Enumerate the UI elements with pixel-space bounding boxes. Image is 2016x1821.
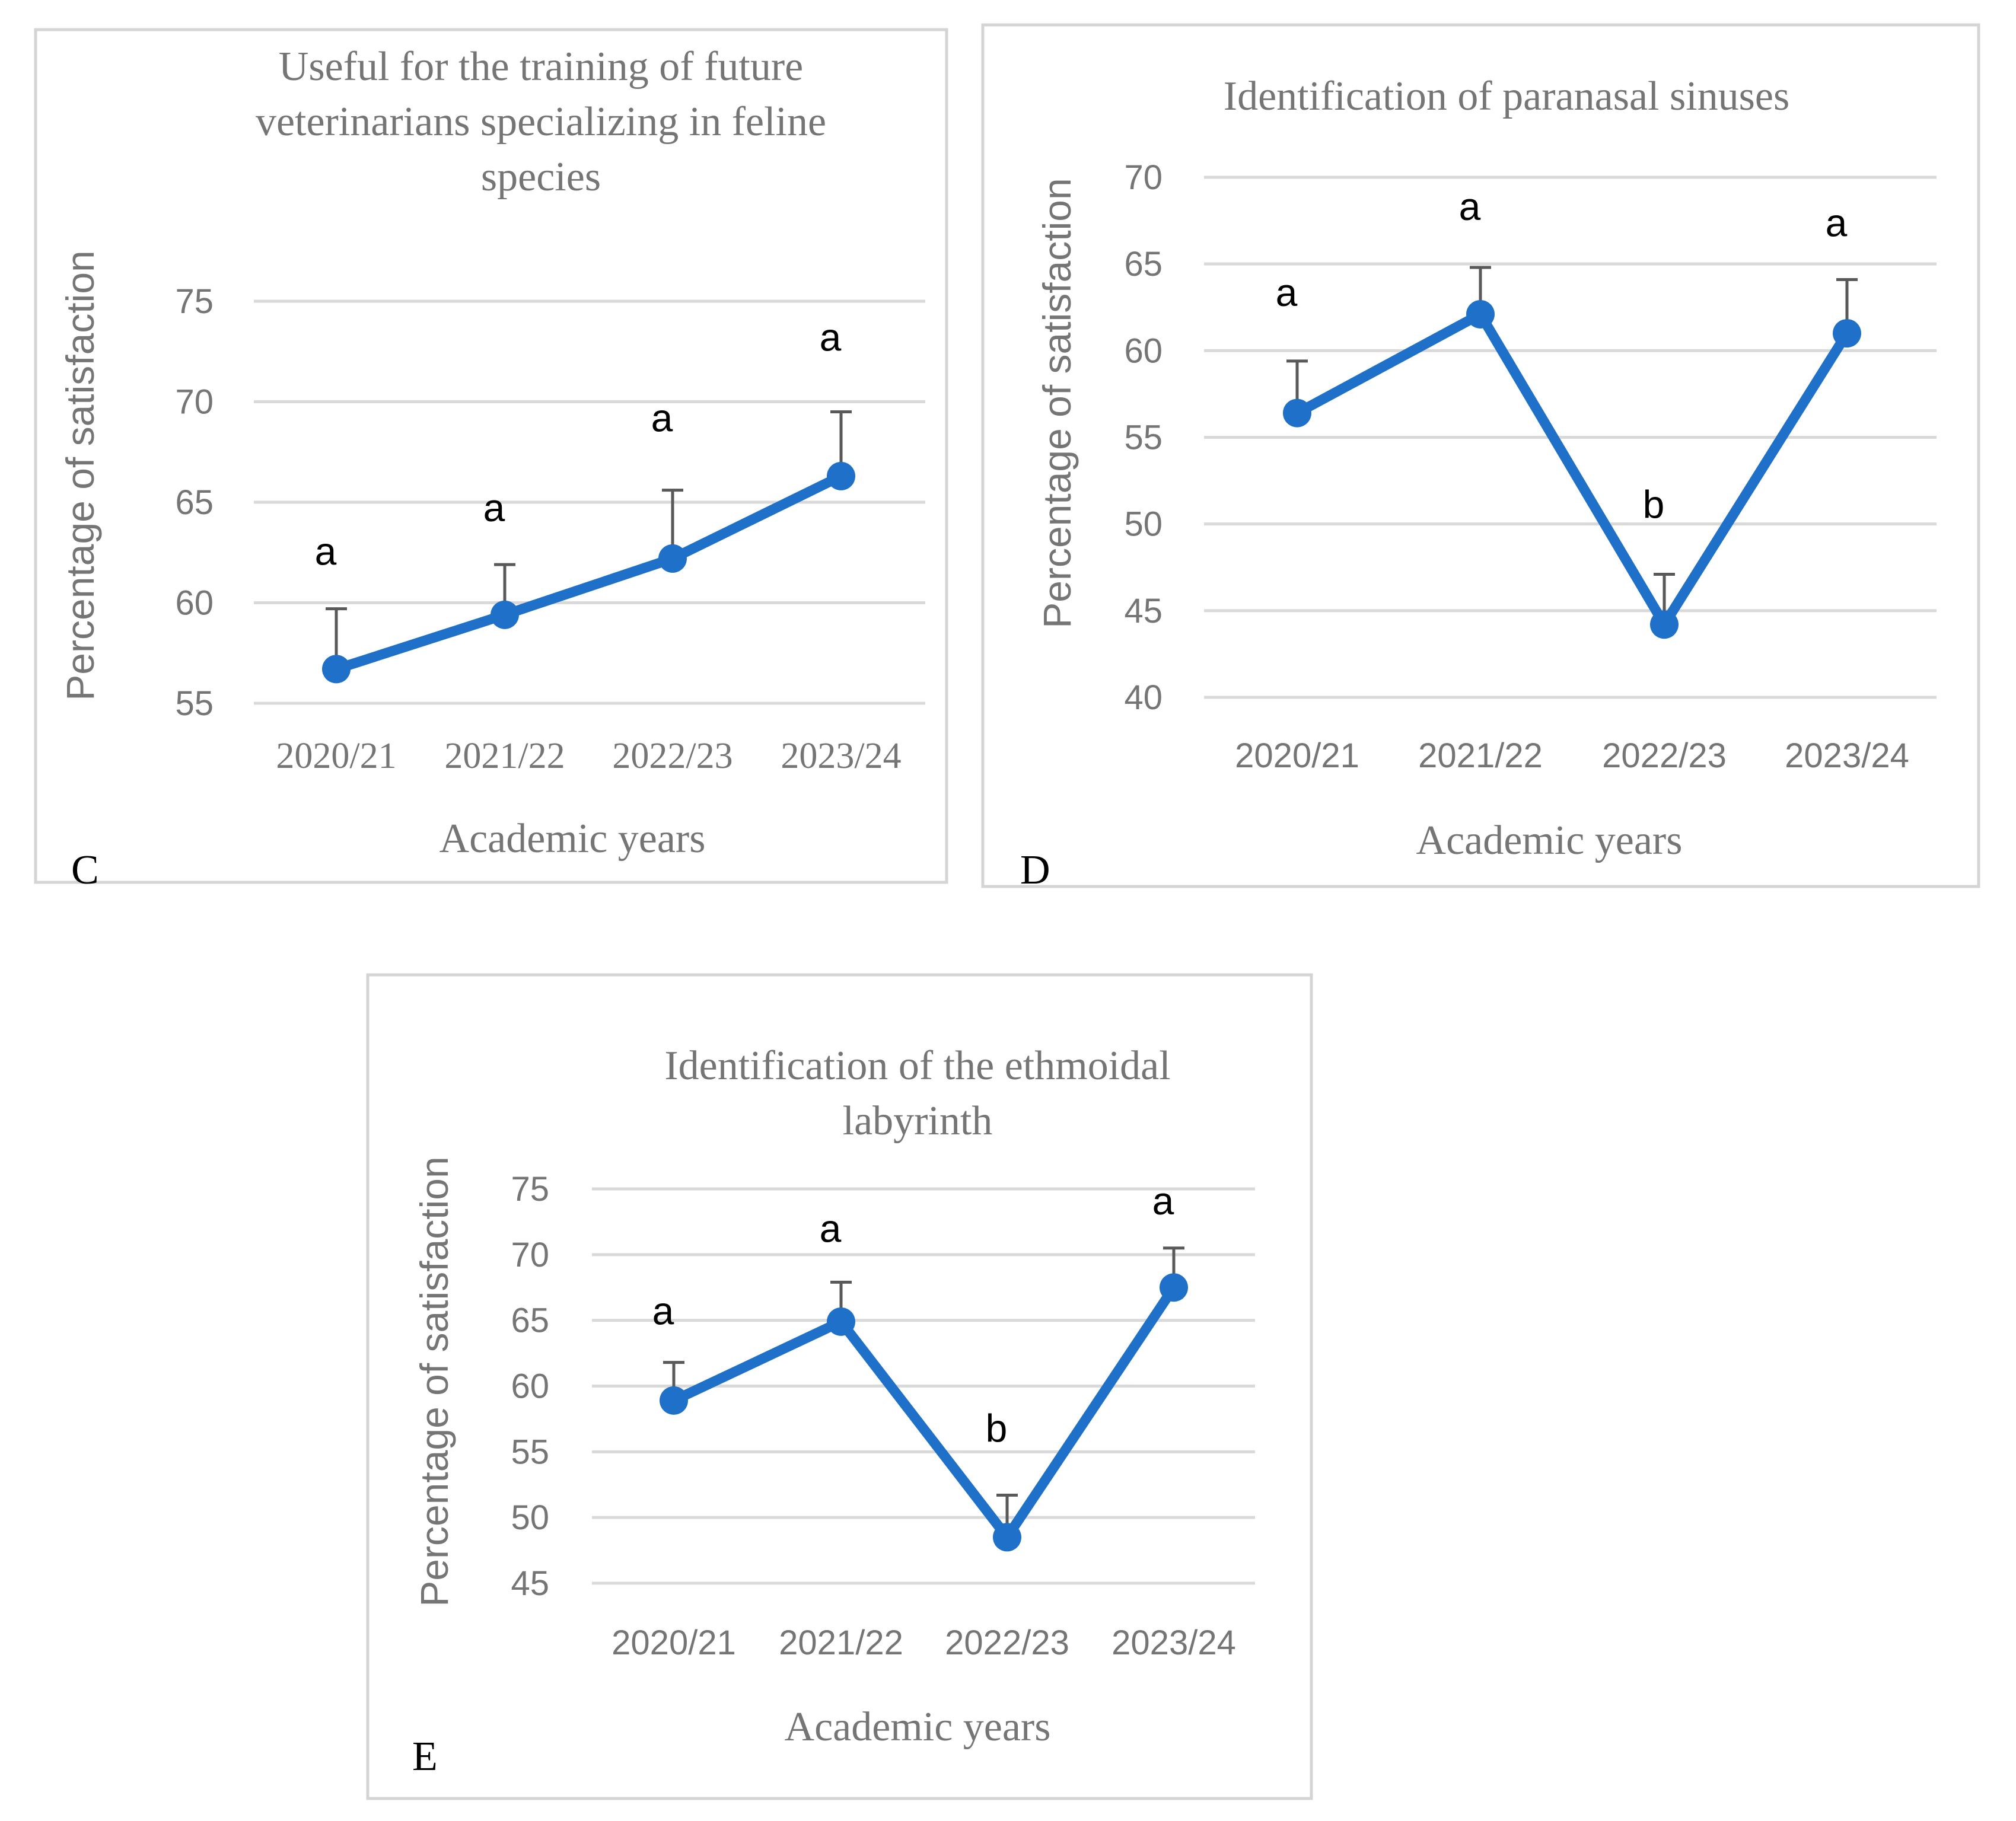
y-tick-label: 55: [175, 684, 214, 723]
data-point: [1283, 398, 1311, 428]
y-tick-label: 45: [511, 1564, 549, 1603]
series-line: [1292, 309, 1852, 630]
y-tick-label: 75: [511, 1170, 549, 1208]
x-tick-label: 2022/23: [1602, 736, 1727, 775]
panel-frame: [34, 28, 948, 884]
y-tick-label: 70: [175, 383, 214, 422]
significance-label: a: [483, 486, 505, 530]
significance-label: a: [820, 1206, 842, 1250]
significance-label: a: [820, 315, 842, 359]
data-point: [993, 1523, 1021, 1552]
significance-label: a: [315, 530, 337, 573]
y-tick-label: 60: [511, 1367, 549, 1406]
data-point: [660, 1386, 688, 1415]
significance-label: a: [1276, 270, 1298, 314]
significance-label: a: [652, 1289, 674, 1333]
y-tick-label: 65: [511, 1302, 549, 1340]
x-tick-label: 2022/23: [612, 736, 732, 776]
significance-label: a: [1826, 200, 1848, 244]
data-point: [827, 461, 855, 490]
y-axis-title: Percentage of satisfaction: [1035, 178, 1079, 628]
y-tick-label: 55: [1124, 419, 1163, 457]
x-axis-title: Academic years: [439, 816, 706, 862]
y-axis-title: Percentage of satisfaction: [58, 250, 102, 700]
y-tick-label: 60: [1124, 331, 1163, 370]
x-tick-label: 2021/22: [444, 736, 565, 776]
y-axis-title: Percentage of satisfaction: [412, 1156, 456, 1606]
x-tick-label: 2021/22: [1418, 736, 1543, 775]
y-tick-label: 70: [1124, 158, 1163, 197]
series-line: [668, 1282, 1179, 1542]
significance-label: a: [1152, 1179, 1174, 1223]
y-tick-label: 55: [511, 1433, 549, 1471]
x-tick-label: 2021/22: [779, 1624, 903, 1662]
y-tick-label: 45: [1124, 592, 1163, 630]
chart-panel-C: 55 60 65 70 75 Useful for the training of fut…: [34, 28, 948, 893]
data-point: [322, 655, 351, 684]
y-tick-label: 70: [511, 1236, 549, 1274]
y-tick-label: 60: [175, 584, 214, 623]
y-tick-label: 65: [1124, 245, 1163, 283]
significance-label: a: [651, 396, 673, 440]
significance-label: b: [1643, 482, 1665, 526]
panel-letter: D: [1020, 847, 1050, 893]
significance-label: b: [986, 1406, 1008, 1450]
chart-panel-E: 45 50 55 60 65 70 75 Identification of the ethm…: [366, 973, 1313, 1800]
data-point: [1833, 319, 1861, 348]
x-tick-label: 2023/24: [1111, 1624, 1236, 1662]
panel-letter: C: [71, 847, 99, 893]
x-tick-label: 2020/21: [1235, 736, 1359, 775]
y-tick-label: 40: [1124, 678, 1163, 717]
panel-frame: [981, 23, 1980, 888]
x-tick-label: 2023/24: [1785, 736, 1909, 775]
chart-title: species: [481, 154, 601, 200]
data-point: [1160, 1273, 1188, 1302]
chart-title: Identification of paranasal sinuses: [1224, 74, 1789, 119]
data-point: [658, 544, 687, 573]
y-tick-label: 50: [1124, 505, 1163, 544]
y-tick-label: 65: [175, 483, 214, 522]
chart-title: veterinarians specializing in feline: [256, 99, 826, 145]
data-point: [827, 1307, 855, 1336]
data-point: [491, 600, 519, 629]
data-point: [1466, 299, 1495, 329]
series-line: [331, 471, 846, 674]
y-tick-label: 50: [511, 1498, 549, 1537]
chart-title: Identification of the ethmoidal: [664, 1043, 1170, 1089]
x-axis-title: Academic years: [1416, 818, 1683, 863]
x-axis-title: Academic years: [785, 1704, 1051, 1750]
significance-label: a: [1459, 184, 1481, 228]
chart-title: labyrinth: [843, 1098, 993, 1144]
x-tick-label: 2020/21: [276, 736, 396, 776]
x-tick-label: 2020/21: [612, 1624, 736, 1662]
chart-title: Useful for the training of future: [279, 44, 803, 90]
x-tick-label: 2023/24: [781, 736, 901, 776]
chart-panel-D: 40 45 50 55 60 65 70 Identification of paranasa…: [981, 23, 1980, 893]
y-tick-label: 75: [175, 282, 214, 321]
x-tick-label: 2022/23: [945, 1624, 1069, 1662]
data-point: [1650, 610, 1679, 639]
panel-letter: E: [412, 1734, 438, 1779]
